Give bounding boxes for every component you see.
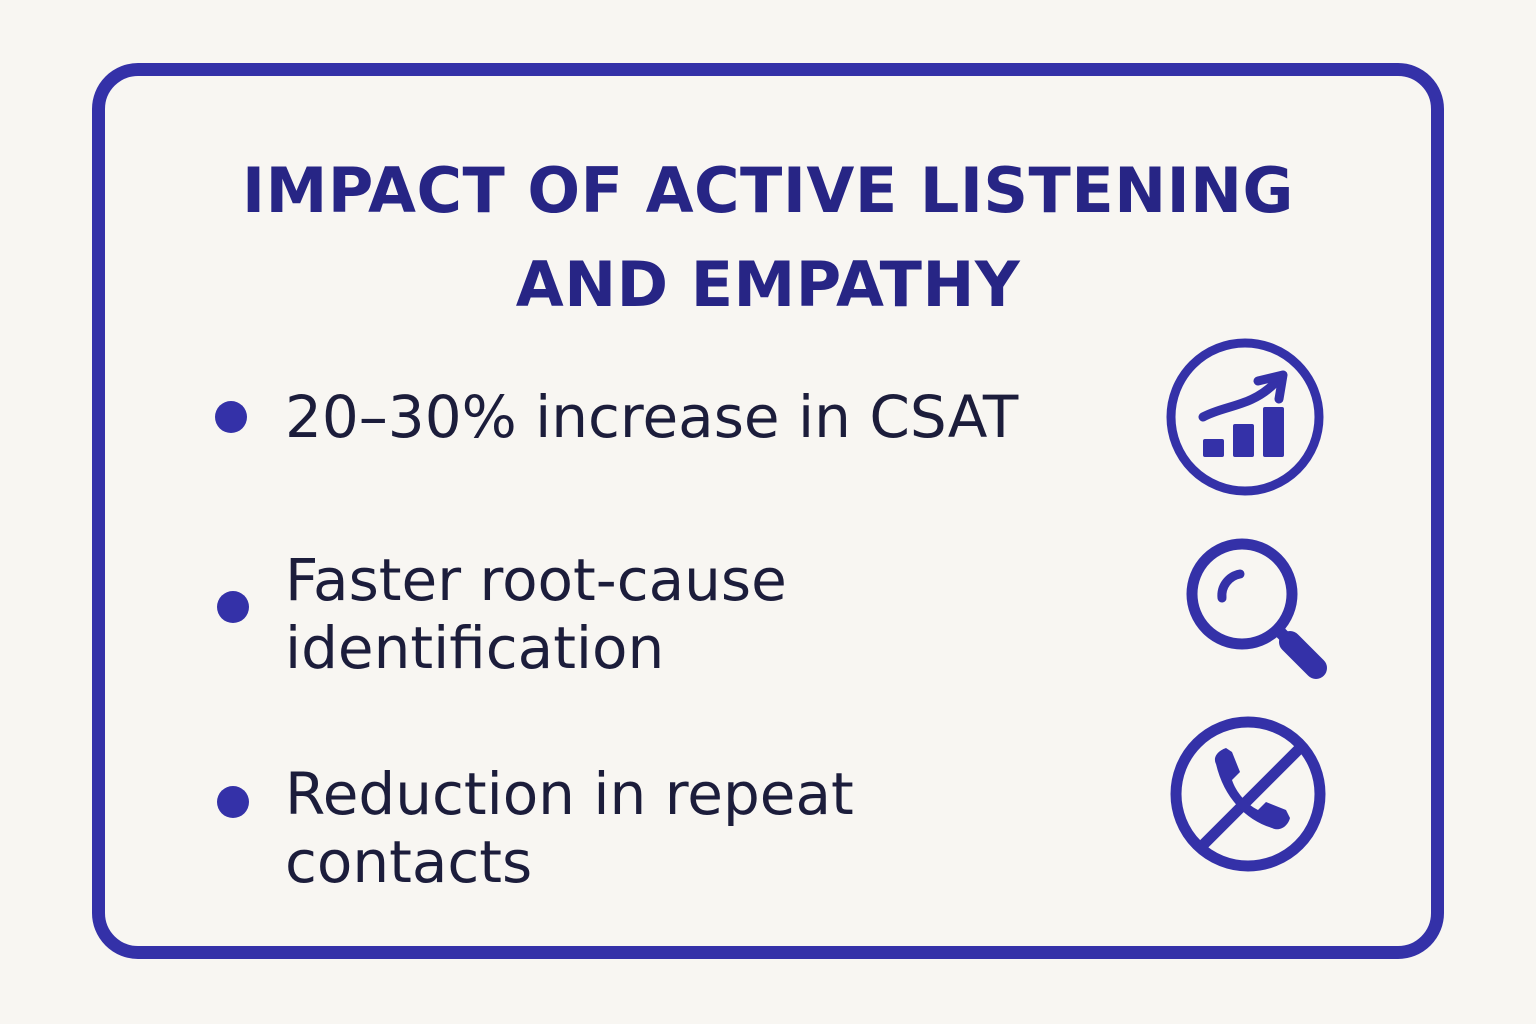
item-repeat-contacts-line-2: contacts: [285, 828, 533, 896]
item-rootcause-line-2: identification: [285, 614, 665, 682]
item-repeat-contacts-text: Reduction in repeat contacts: [285, 760, 854, 896]
item-rootcause-line-1: Faster root-cause: [285, 546, 787, 614]
title-line-1: IMPACT OF ACTIVE LISTENING: [242, 154, 1294, 227]
item-rootcause-text: Faster root-cause identification: [285, 546, 787, 682]
bar-chart-growth-icon: [1166, 338, 1324, 496]
magnifying-glass-icon: [1186, 538, 1327, 679]
item-repeat-contacts-line-1: Reduction in repeat: [285, 760, 854, 828]
card-title: IMPACT OF ACTIVE LISTENING AND EMPATHY: [105, 144, 1431, 332]
bullet-dot: [217, 591, 249, 623]
impact-card: IMPACT OF ACTIVE LISTENING AND EMPATHY 2…: [92, 63, 1444, 959]
item-csat-line-1: 20–30% increase in CSAT: [285, 383, 1019, 451]
no-phone-call-icon: [1170, 716, 1326, 872]
bullet-dot: [215, 401, 247, 433]
title-line-2: AND EMPATHY: [515, 248, 1021, 321]
item-csat-text: 20–30% increase in CSAT: [285, 383, 1018, 451]
bullet-dot: [217, 786, 249, 818]
